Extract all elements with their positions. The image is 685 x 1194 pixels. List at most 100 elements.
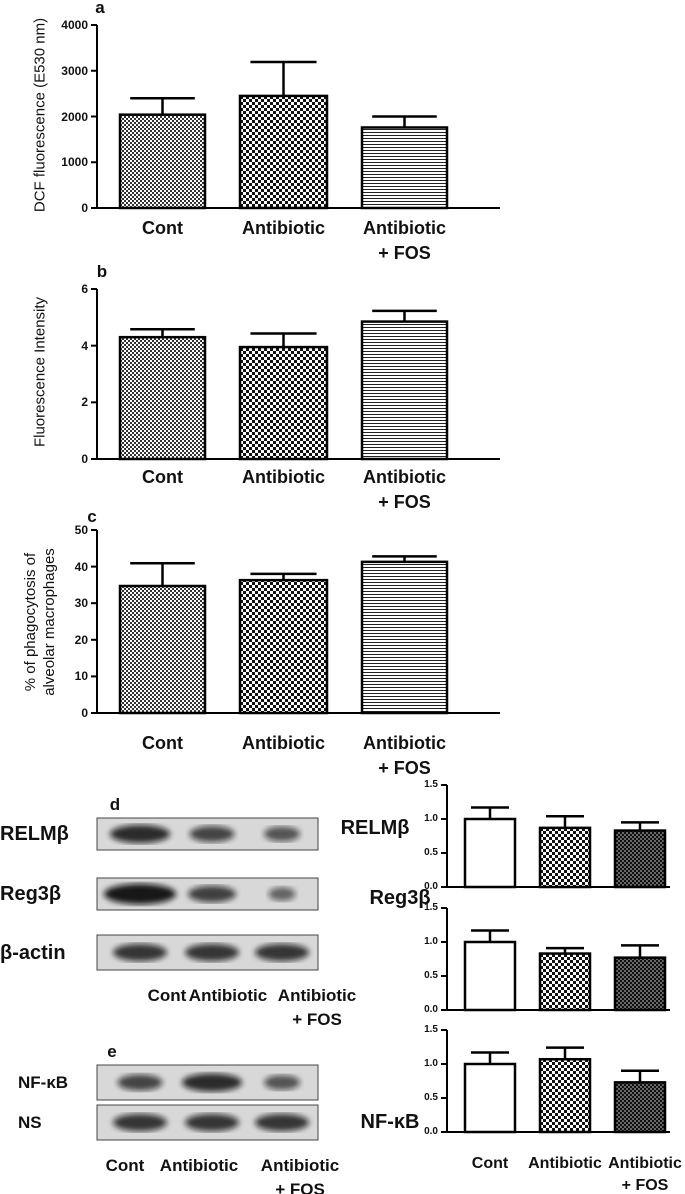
error-bar [471,1051,509,1064]
error-bar [130,96,195,115]
bar [463,817,517,889]
y-axis-label: % of phagocytosis of alveolar macrophage… [22,548,58,696]
panel-label: a [95,0,105,17]
y-tick-label: 1.0 [424,813,438,824]
bar [538,826,592,889]
x-tick-label: Antibiotic [242,733,325,753]
x-tick-label: Cont [471,1155,509,1172]
error-bar [250,332,317,348]
x-tick-label: Antibiotic [242,218,325,238]
y-tick-label: 0.5 [424,970,438,981]
y-tick-label: 1000 [61,155,88,170]
bar [118,335,207,461]
blot-lane-label: Cont [105,1156,145,1175]
bar [238,578,329,715]
x-tick-label: Antibiotic + FOS [363,733,446,778]
blot-band [255,943,309,962]
x-tick-label: Antibiotic + FOS [363,218,446,263]
panel-label: b [96,262,108,281]
y-axis-label: DCF fluorescence (E530 nm) [31,17,49,213]
bar [360,126,449,210]
bar [538,952,592,1012]
y-tick-label: 40 [74,559,88,574]
y-tick-label: 20 [74,632,88,647]
panel-label: e [107,1042,117,1061]
y-tick-label: 0.0 [424,881,438,892]
blot-band [110,825,170,843]
error-bar [546,946,584,954]
blot-lane-label: Cont [147,986,187,1005]
bar [613,1081,667,1134]
x-tick-label: Cont [142,733,183,753]
x-tick-label: Cont [142,218,183,238]
blot-band [113,1113,167,1132]
error-bar [250,60,317,96]
y-tick-label: 1.5 [424,1024,438,1035]
error-bar [130,562,195,586]
y-tick-label: 1.0 [424,936,438,947]
y-tick-label: 0 [81,452,88,466]
bar [613,956,667,1012]
bar [463,1062,517,1134]
blot-row-label: β-actin [0,941,66,964]
panel-label: d [109,795,121,814]
x-tick-label: Antibiotic + FOS [608,1155,682,1194]
y-tick-label: 1.0 [424,1058,438,1069]
error-bar [546,815,584,828]
error-bar [621,821,659,831]
error-bar [250,572,317,581]
bar [238,345,329,461]
y-tick-label: 0 [81,706,88,720]
blot-band [264,826,300,842]
bar [613,829,667,889]
y-tick-label: 2 [81,395,88,410]
y-tick-label: 50 [74,523,88,537]
blot-band [182,1073,242,1092]
bar [118,584,207,715]
bar [463,940,517,1012]
x-tick-label: Antibiotic [528,1155,602,1172]
error-bar [372,555,437,562]
bar [538,1057,592,1134]
y-axis-label: Fluorescence Intensity [31,296,49,448]
bar [360,320,449,461]
y-tick-label: 4 [81,338,88,353]
bar [118,113,207,210]
y-tick-label: 0 [81,201,88,215]
error-bar [546,1046,584,1060]
y-tick-label: 10 [74,669,88,684]
error-bar [471,806,509,819]
y-tick-label: 4000 [61,18,88,32]
blot-row-label: RELMβ [0,823,69,845]
y-tick-label: 0.0 [424,1004,438,1015]
blot-row-label: Reg3β [0,883,62,905]
blot-band [268,887,296,901]
blot-band [113,943,167,962]
bar [360,560,449,715]
blot-band [188,885,236,903]
blot-row-label: NF-κB [18,1072,69,1092]
error-bar [621,944,659,958]
y-tick-label: 1.5 [424,779,438,790]
y-tick-label: 3000 [61,63,88,78]
error-bar [621,1069,659,1083]
x-tick-label: Antibiotic + FOS [363,467,446,512]
error-bar [130,327,195,338]
error-bar [372,309,437,322]
y-tick-label: 1.5 [424,902,438,913]
panel-label: c [87,507,97,526]
blot-lane-label: Antibiotic [188,986,268,1005]
chart-label: RELMβ [340,817,410,839]
error-bar [372,115,437,128]
y-tick-label: 0.0 [424,1126,438,1137]
x-tick-label: Cont [142,467,183,487]
bar [238,94,329,210]
y-tick-label: 0.5 [424,847,438,858]
blot-lane-label: Antibiotic + FOS [260,1156,340,1194]
chart-label: NF-κB [360,1111,420,1133]
blot-band [104,883,176,905]
blot-band [185,943,239,962]
y-tick-label: 30 [74,596,88,611]
